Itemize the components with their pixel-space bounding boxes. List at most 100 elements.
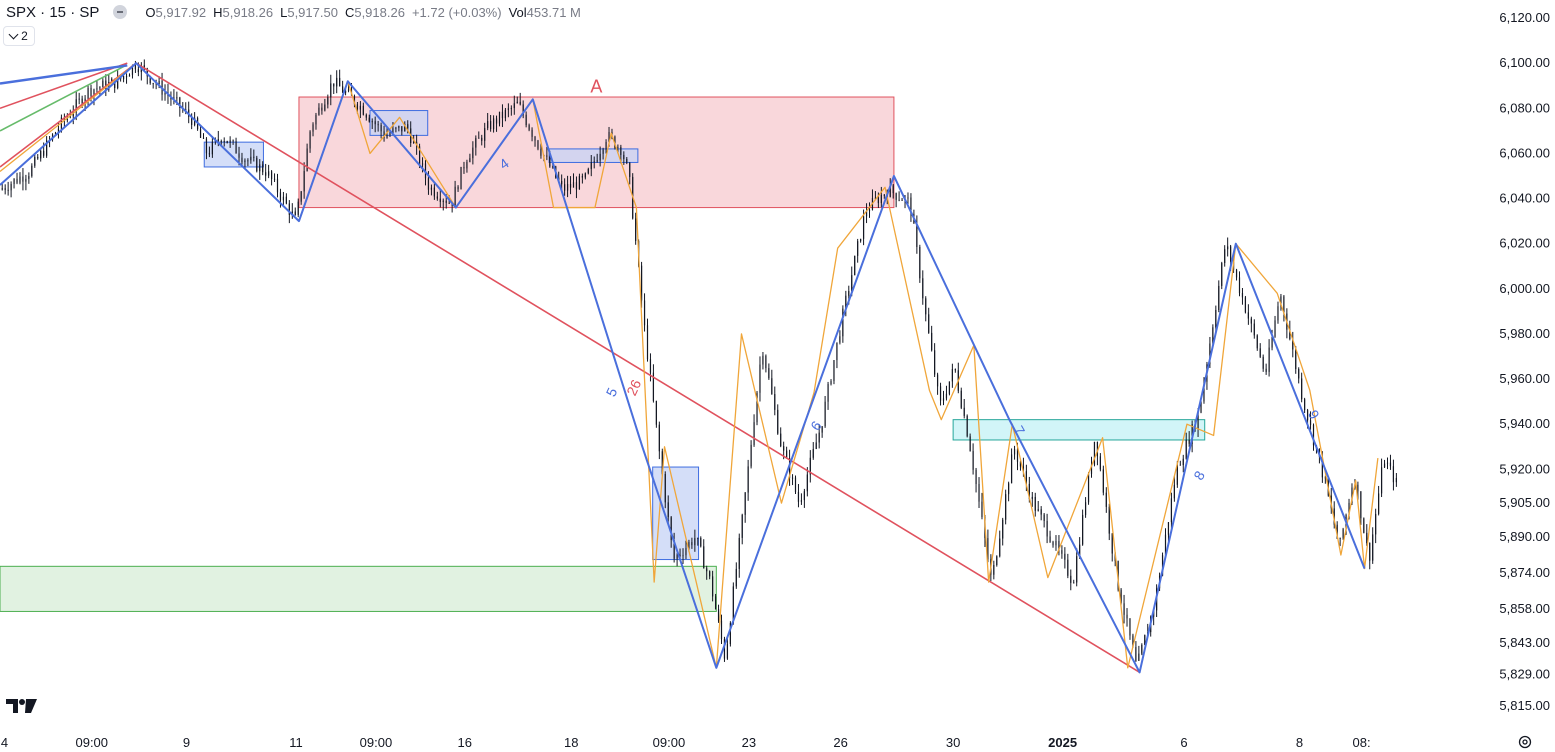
candle-body (1348, 502, 1350, 515)
candle-body (392, 128, 394, 134)
candle-body (836, 342, 838, 361)
candle-body (676, 554, 678, 559)
candle-body (306, 148, 308, 172)
candle-body (276, 178, 279, 193)
candle-body (830, 381, 832, 385)
candle-body (404, 124, 406, 132)
candle-body (706, 568, 708, 572)
candle-body (857, 241, 859, 256)
time-axis[interactable]: 4 09:00 9 11 09:00 16 18 09:00 23 26 30 2025 6 8 08: (1, 735, 1371, 750)
wave-label: 26 (623, 377, 644, 398)
candle-body (848, 291, 850, 296)
candle-body (578, 176, 581, 190)
candle-body (845, 295, 847, 309)
candle-body (646, 325, 649, 360)
time-tick-label: 6 (1180, 735, 1187, 750)
collapse-legend-icon[interactable] (113, 5, 128, 19)
candle-body (46, 140, 48, 156)
candle-body (1324, 477, 1326, 479)
candle-body (371, 121, 373, 123)
candle-body (199, 129, 202, 138)
candle-body (1212, 327, 1214, 344)
candle-body (40, 150, 42, 159)
price-tick-label: 6,020.00 (1499, 236, 1550, 251)
candle-body (460, 166, 462, 190)
candle-body (1031, 496, 1033, 499)
candle-body (564, 184, 566, 191)
candle-body (90, 87, 92, 97)
candle-body (498, 111, 501, 124)
candle-body (256, 157, 258, 172)
time-tick-label: 08: (1353, 735, 1371, 750)
candle-body (1123, 603, 1125, 615)
blue-zone-3 (203, 141, 264, 168)
candle-body (297, 201, 299, 215)
candle-body (720, 620, 723, 640)
candle-body (525, 114, 527, 126)
candle-body (495, 118, 498, 124)
chevron-down-icon (8, 29, 19, 40)
green-zone-1 (0, 565, 717, 612)
candle-body (889, 185, 891, 197)
wave-lines (0, 62, 1379, 674)
price-tick-label: 6,100.00 (1499, 55, 1550, 70)
candle-body (152, 83, 154, 85)
candle-body (806, 474, 808, 492)
candle-body (1306, 410, 1309, 421)
candle-body (235, 141, 237, 154)
candle-body (377, 124, 379, 126)
candle-body (774, 394, 776, 410)
candle-body (318, 107, 320, 115)
candle-body (794, 477, 797, 492)
candle-body (149, 76, 151, 84)
price-tick-label: 5,829.00 (1499, 667, 1550, 682)
candle-body (993, 564, 995, 575)
candle-body (608, 131, 610, 143)
candle-body (22, 176, 24, 182)
candle-body (191, 116, 193, 125)
price-tick-label: 5,905.00 (1499, 495, 1550, 510)
candle-body (972, 451, 974, 470)
candle-body (1034, 496, 1036, 511)
candle-body (1022, 466, 1025, 472)
time-tick-label: 8 (1296, 735, 1303, 750)
candle-body (688, 542, 690, 549)
cyan-zone-2 (952, 419, 1206, 441)
candle-body (771, 378, 773, 395)
candle-body (37, 157, 39, 159)
candle-body (1280, 296, 1282, 307)
candle-body (273, 178, 276, 180)
price-axis[interactable]: 6,120.00 6,100.00 6,080.00 6,060.00 6,040.00… (1499, 10, 1550, 713)
candle-body (777, 409, 779, 434)
candle-body (93, 89, 95, 97)
candle-body (744, 492, 746, 515)
candle-body (824, 401, 826, 427)
candle-body (395, 127, 397, 129)
candle-body (1096, 441, 1099, 457)
candle-body (1295, 349, 1297, 370)
indicators-toggle[interactable]: 2 (3, 26, 35, 46)
candle-body (596, 160, 598, 162)
candle-body (1126, 614, 1128, 619)
open-value: 5,917.92 (155, 4, 207, 20)
candle-body (208, 153, 211, 155)
candle-body (800, 500, 803, 502)
settings-icon[interactable] (1517, 734, 1533, 750)
candle-body (963, 407, 965, 416)
candle-body (694, 538, 696, 546)
candle-body (812, 448, 814, 458)
candle-body (1215, 309, 1217, 328)
candle-body (528, 125, 530, 130)
candle-body (484, 128, 486, 141)
candle-body (1372, 534, 1374, 561)
candle-body (359, 105, 361, 110)
candle-body (712, 576, 714, 597)
candle-body (877, 197, 879, 204)
symbol-title[interactable]: SPX · 15 · SP (6, 3, 100, 21)
candle-body (1224, 249, 1226, 264)
candle-body (569, 184, 572, 188)
candle-body (747, 466, 749, 493)
tradingview-logo-icon[interactable] (6, 698, 38, 714)
candle-body (362, 105, 364, 115)
